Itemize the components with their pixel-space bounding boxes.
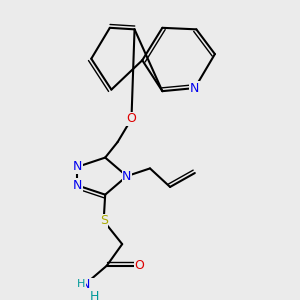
Text: N: N (122, 169, 131, 183)
Text: H: H (90, 290, 99, 300)
Text: O: O (134, 259, 144, 272)
Text: N: N (73, 179, 82, 192)
Text: N: N (73, 160, 82, 173)
Text: O: O (127, 112, 136, 125)
Text: H: H (77, 279, 85, 289)
Text: N: N (80, 278, 90, 291)
Text: S: S (100, 214, 108, 227)
Text: N: N (190, 82, 200, 94)
